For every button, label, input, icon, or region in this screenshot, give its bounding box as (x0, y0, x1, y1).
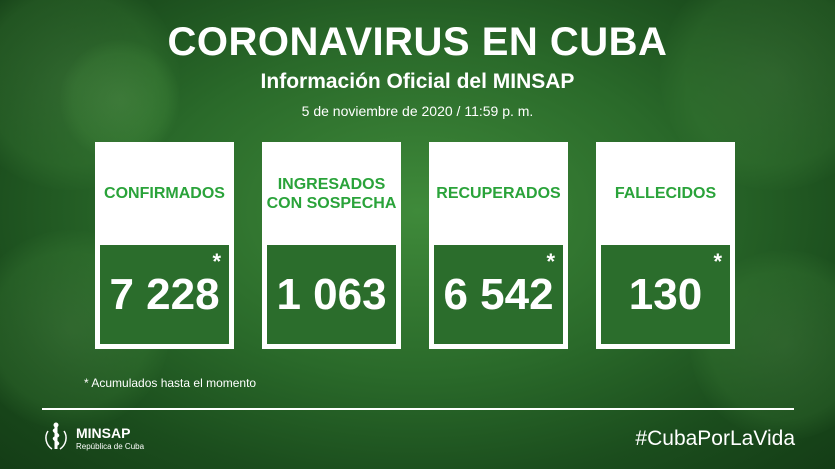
logo-subtitle: República de Cuba (76, 442, 145, 451)
card-label: INGRESADOS CON SOSPECHA (266, 175, 397, 212)
card-body: 130 * (596, 245, 735, 349)
asterisk-mark: * (212, 249, 221, 274)
card-header: INGRESADOS CON SOSPECHA (262, 142, 401, 245)
card-body: 1 063 (262, 245, 401, 349)
card-value-box: 130 * (601, 245, 730, 344)
card-fallecidos: FALLECIDOS 130 * (596, 142, 735, 349)
logo-name: MINSAP (76, 425, 131, 441)
asterisk-mark: * (546, 249, 555, 274)
card-value: 130 (628, 269, 703, 319)
divider (42, 408, 794, 410)
card-value: 1 063 (276, 269, 387, 319)
card-value-box: 6 542 * (434, 245, 563, 344)
card-recuperados: RECUPERADOS 6 542 * (429, 142, 568, 349)
card-body: 7 228 * (95, 245, 234, 349)
card-label: FALLECIDOS (614, 185, 717, 202)
card-label: CONFIRMADOS (104, 185, 225, 202)
virus-decoration (60, 40, 180, 160)
page-subtitle: Información Oficial del MINSAP (260, 70, 575, 93)
card-header: FALLECIDOS (596, 142, 735, 245)
report-date: 5 de noviembre de 2020 / 11:59 p. m. (301, 103, 534, 119)
footnote: * Acumulados hasta el momento (84, 376, 257, 390)
card-value-box: 7 228 * (100, 245, 229, 344)
card-label: RECUPERADOS (436, 185, 561, 202)
card-value: 6 542 (443, 269, 554, 319)
card-value: 7 228 (109, 269, 220, 319)
hashtag: #CubaPorLaVida (635, 427, 795, 450)
card-header: CONFIRMADOS (95, 142, 234, 245)
card-confirmados: CONFIRMADOS 7 228 * (95, 142, 234, 349)
card-body: 6 542 * (429, 245, 568, 349)
minsap-logo-icon (45, 422, 67, 450)
card-value-box: 1 063 (267, 245, 396, 344)
page-title: CORONAVIRUS EN CUBA (167, 20, 668, 64)
card-ingresados: INGRESADOS CON SOSPECHA 1 063 (262, 142, 401, 349)
card-header: RECUPERADOS (429, 142, 568, 245)
asterisk-mark: * (713, 249, 722, 274)
